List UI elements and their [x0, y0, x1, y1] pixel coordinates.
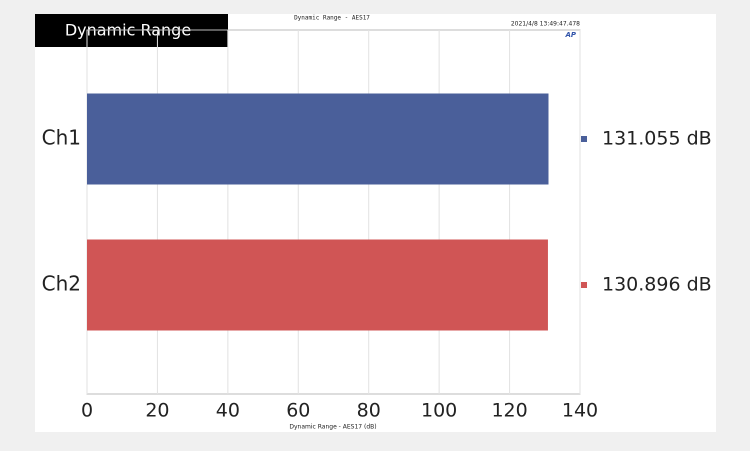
y-tick-label: Ch2 — [42, 272, 81, 296]
bar — [87, 239, 548, 331]
x-tick-label: 140 — [562, 400, 598, 422]
x-axis-label: Dynamic Range - AES17 (dB) — [289, 424, 376, 431]
panel — [35, 14, 716, 432]
value-label: 130.896 dB — [602, 274, 712, 296]
x-tick-label: 40 — [216, 400, 240, 422]
timestamp: 2021/4/8 13:49:47.478 — [511, 21, 580, 28]
y-tick-label: Ch1 — [42, 126, 81, 150]
x-tick-label: 100 — [421, 400, 457, 422]
chart-title: Dynamic Range - AES17 — [294, 15, 370, 22]
x-tick-label: 60 — [286, 400, 310, 422]
legend-marker — [581, 136, 587, 142]
logo: AP — [564, 31, 576, 39]
value-label: 131.055 dB — [602, 128, 712, 150]
x-tick-label: 120 — [491, 400, 527, 422]
x-tick-label: 80 — [357, 400, 381, 422]
x-tick-label: 20 — [145, 400, 169, 422]
legend-marker — [581, 282, 587, 288]
x-tick-label: 0 — [81, 400, 93, 422]
bar — [87, 93, 549, 185]
